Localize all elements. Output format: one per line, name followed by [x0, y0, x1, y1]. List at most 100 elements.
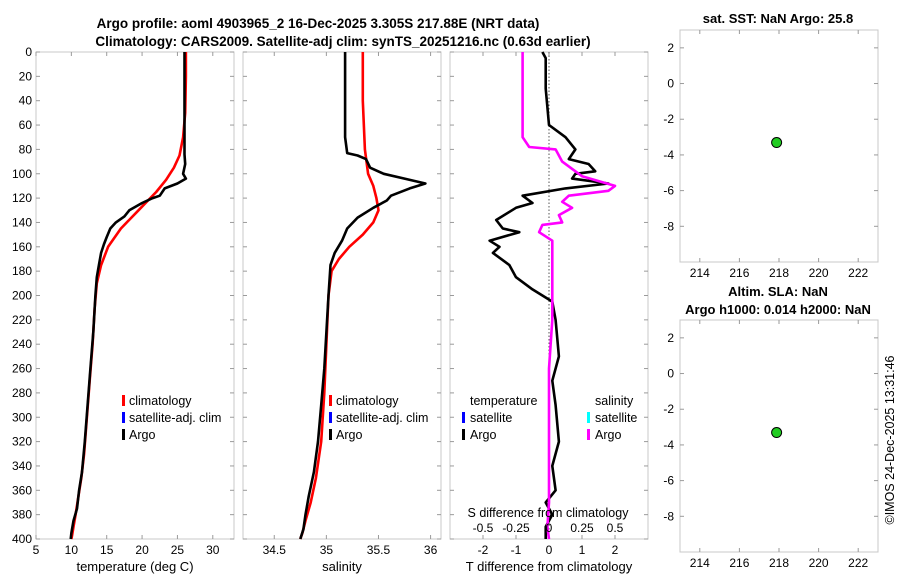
difference-series-s-argo: [521, 52, 617, 540]
depth-tick-label: 280: [12, 386, 32, 400]
temperature-xtick-label: 5: [33, 543, 40, 557]
sst-panel: 2 0 -2 -4 -6 -8 214 216 218 220 222: [663, 29, 879, 280]
depth-tick-label: 40: [19, 94, 33, 108]
temperature-xtick-label: 20: [135, 543, 149, 557]
temperature-series-argo: [69, 52, 188, 540]
temperature-xtick-label: 30: [206, 543, 220, 557]
salinity-xtick-label: 35: [320, 543, 334, 557]
difference-xtick-label: 0: [546, 543, 553, 557]
sst_point-ytick-label: -8: [663, 219, 674, 233]
sla_point-xtick-label: 222: [848, 556, 868, 570]
depth-tick-label: 300: [12, 410, 32, 424]
depth-tick-label: 240: [12, 337, 32, 351]
temperature-xtick-label: 15: [100, 543, 114, 557]
salinity-axes-box: [242, 51, 442, 540]
legend-label-2: Argo: [336, 428, 362, 442]
depth-tick-label: 20: [19, 69, 33, 83]
sla-title-line-2: Argo h1000: 0.014 h2000: NaN: [685, 302, 871, 317]
sst_point-ytick-label: -6: [663, 184, 674, 198]
sst_point-xtick-label: 216: [729, 266, 749, 280]
difference-xtick-label: 2: [612, 543, 619, 557]
sst_point-ytick-label: -4: [663, 148, 674, 162]
temperature-series-climatology: [70, 52, 188, 540]
temperature-panel: 0 20 40 60 80 100 120 140 160 180 200 220 240 260 280 3…: [12, 45, 235, 574]
title-line-2: Climatology: CARS2009. Satellite-adj cli…: [95, 34, 590, 49]
salinity-xlabel: salinity: [322, 559, 362, 574]
legend-swatch: [587, 429, 590, 440]
secondary-xtick-label: -0.5: [473, 521, 494, 535]
legend-swatch: [462, 429, 465, 440]
secondary-xtick-label: 0.5: [607, 521, 624, 535]
title-line-1: Argo profile: aoml 4903965_2 16-Dec-2025…: [97, 16, 540, 31]
sst_point-xtick-label: 222: [848, 266, 868, 280]
sla_point-ytick-label: -6: [663, 474, 674, 488]
legend-swatch: [329, 412, 332, 423]
depth-tick-label: 180: [12, 264, 32, 278]
secondary-xtick-label: 0: [546, 521, 553, 535]
depth-tick-label: 400: [12, 532, 32, 546]
sla_point-xtick-label: 220: [809, 556, 829, 570]
footer-stamp: ©IMOS 24-Dec-2025 13:31:46: [883, 355, 897, 524]
temperature-xtick-label: 10: [65, 543, 79, 557]
sst_point-point: [771, 137, 783, 149]
difference-xtick-label: -1: [511, 543, 522, 557]
legend-swatch: [329, 429, 332, 440]
difference-series-t-argo: [488, 51, 610, 539]
difference-panel: -2 -1 0 1 2 T difference from climatology temp…: [449, 51, 649, 574]
difference-xtick-label: 1: [579, 543, 586, 557]
sst_point-xtick-label: 214: [690, 266, 710, 280]
sla_point-ytick-label: 2: [667, 331, 674, 345]
salinity-series-climatology: [299, 52, 380, 540]
legend-label-0: climatology: [129, 394, 192, 408]
legend-label-1: satellite-adj. clim: [129, 411, 221, 425]
sst_point-ytick-label: 2: [667, 41, 674, 55]
depth-tick-label: 320: [12, 435, 32, 449]
difference-xlabel: T difference from climatology: [466, 559, 633, 574]
salinity-xtick-label: 34.5: [263, 543, 287, 557]
secondary-xlabel: S difference from climatology: [468, 506, 630, 520]
sla_point-ytick-label: -2: [663, 402, 674, 416]
depth-tick-label: 260: [12, 362, 32, 376]
legend-temperature-satellite: satellite: [470, 411, 512, 425]
sst_point-ytick-label: -2: [663, 112, 674, 126]
depth-tick-label: 60: [19, 118, 33, 132]
depth-tick-label: 160: [12, 240, 32, 254]
legend-salinity-argo: Argo: [595, 428, 621, 442]
legend-salinity-title: salinity: [595, 394, 634, 408]
legend-temperature-argo: Argo: [470, 428, 496, 442]
depth-tick-label: 0: [25, 45, 32, 59]
salinity-xtick-label: 35.5: [367, 543, 391, 557]
legend-swatch: [122, 429, 125, 440]
temperature-axes-box: [35, 51, 235, 540]
legend-swatch: [462, 412, 465, 423]
legend-swatch: [329, 395, 332, 406]
secondary-xtick-label: 0.25: [570, 521, 594, 535]
difference-xtick-label: -2: [478, 543, 489, 557]
sla_point-ytick-label: -4: [663, 438, 674, 452]
sst_point-xtick-label: 220: [809, 266, 829, 280]
depth-tick-label: 200: [12, 289, 32, 303]
depth-tick-label: 360: [12, 483, 32, 497]
depth-tick-label: 120: [12, 191, 32, 205]
sla_point-ytick-label: -8: [663, 509, 674, 523]
salinity-panel: 34.5 35 35.5 36 salinity climatology satellite…: [242, 51, 442, 574]
sla-panel: 2 0 -2 -4 -6 -8 214 216 218 220 222: [663, 319, 879, 570]
sla_point-xtick-label: 218: [769, 556, 789, 570]
legend-label-0: climatology: [336, 394, 399, 408]
legend-label-1: satellite-adj. clim: [336, 411, 428, 425]
depth-tick-label: 340: [12, 459, 32, 473]
secondary-xtick-label: -0.25: [502, 521, 530, 535]
salinity-xtick-label: 36: [424, 543, 438, 557]
depth-tick-label: 140: [12, 215, 32, 229]
sla-title-line-1: Altim. SLA: NaN: [728, 284, 828, 299]
legend-swatch: [122, 412, 125, 423]
sla_point-xtick-label: 216: [729, 556, 749, 570]
sst_point-xtick-label: 218: [769, 266, 789, 280]
sst_point-ytick-label: 0: [667, 77, 674, 91]
depth-tick-label: 380: [12, 508, 32, 522]
sst-title: sat. SST: NaN Argo: 25.8: [703, 11, 854, 26]
depth-tick-label: 100: [12, 167, 32, 181]
sla_point-point: [771, 427, 783, 439]
temperature-xtick-label: 25: [171, 543, 185, 557]
